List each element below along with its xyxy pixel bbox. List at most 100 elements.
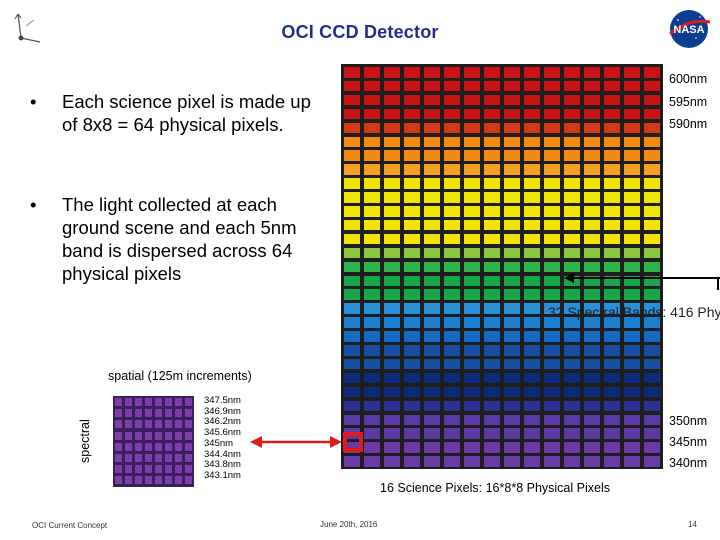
science-pixel: [584, 289, 600, 300]
science-pixel: [504, 219, 520, 231]
physical-pixel: [115, 465, 122, 474]
science-pixel: [504, 303, 520, 314]
physical-pixel: [165, 409, 172, 418]
science-pixel: [564, 261, 580, 273]
physical-pixel: [145, 409, 152, 418]
science-pixel: [364, 331, 380, 342]
science-pixel: [524, 206, 540, 217]
science-pixel: [464, 456, 480, 467]
science-pixel: [484, 414, 500, 425]
science-pixel: [484, 219, 500, 231]
physical-pixel: [115, 409, 122, 418]
science-pixel: [444, 386, 460, 398]
science-pixel: [404, 206, 420, 217]
science-pixel: [464, 206, 480, 217]
science-pixel: [404, 122, 420, 134]
science-pixel: [564, 233, 580, 245]
physical-pixel: [175, 420, 182, 429]
science-pixel: [644, 345, 660, 356]
science-pixel: [524, 136, 540, 147]
science-pixel: [444, 67, 460, 78]
science-pixel: [644, 94, 660, 106]
science-pixel: [364, 275, 380, 286]
science-pixel: [544, 331, 560, 342]
science-pixel: [464, 317, 480, 328]
science-pixel: [364, 94, 380, 106]
science-pixel: [584, 233, 600, 245]
science-pixel: [544, 108, 560, 120]
science-pixel: [564, 456, 580, 467]
physical-pixel: [185, 420, 192, 429]
science-pixel: [464, 442, 480, 453]
science-pixel: [644, 372, 660, 384]
physical-pixel: [155, 465, 162, 474]
science-pixel: [564, 386, 580, 398]
science-pixel: [464, 428, 480, 439]
wavelength-label: 600nm: [669, 72, 708, 86]
physical-pixel: [175, 442, 182, 451]
science-pixel: [604, 414, 620, 425]
mini-wavelength: 347.5nm: [204, 395, 241, 406]
physical-pixel: [135, 409, 142, 418]
science-pixel: [404, 400, 420, 412]
science-pixel: [584, 108, 600, 120]
science-pixel: [584, 358, 600, 370]
science-pixel: [584, 275, 600, 286]
science-pixel: [444, 247, 460, 259]
science-pixel: [444, 94, 460, 106]
wavelength-label: 340nm: [669, 456, 708, 470]
science-pixel: [384, 456, 400, 467]
physical-pixel: [165, 431, 172, 440]
science-pixel: [524, 372, 540, 384]
science-pixel: [624, 400, 640, 412]
science-pixel: [464, 67, 480, 78]
science-pixel: [644, 303, 660, 314]
science-pixel: [364, 136, 380, 147]
science-pixel: [644, 289, 660, 300]
science-pixel: [624, 136, 640, 147]
science-pixel: [544, 192, 560, 203]
science-pixel: [444, 261, 460, 273]
physical-pixel: [155, 431, 162, 440]
science-pixel: [384, 178, 400, 189]
science-pixel: [604, 233, 620, 245]
science-pixel: [464, 94, 480, 106]
physical-pixel: [115, 442, 122, 451]
science-pixel: [424, 289, 440, 300]
science-pixel: [604, 317, 620, 328]
science-pixel: [644, 414, 660, 425]
physical-pixel: [115, 476, 122, 485]
science-pixel: [564, 442, 580, 453]
science-pixel: [564, 192, 580, 203]
science-pixel: [584, 136, 600, 147]
science-pixel: [444, 442, 460, 453]
science-pixel: [384, 164, 400, 175]
science-pixel: [604, 345, 620, 356]
science-pixel: [644, 400, 660, 412]
science-pixel: [404, 289, 420, 300]
science-pixel: [584, 317, 600, 328]
science-pixel: [484, 386, 500, 398]
science-pixel: [564, 247, 580, 259]
science-pixel: [544, 400, 560, 412]
science-pixel: [384, 317, 400, 328]
science-pixel: [504, 178, 520, 189]
science-pixel: [344, 345, 360, 356]
science-pixel: [604, 331, 620, 342]
science-pixel: [564, 150, 580, 161]
science-pixel: [484, 164, 500, 175]
science-pixel: [544, 94, 560, 106]
science-pixel: [544, 122, 560, 134]
science-pixel: [604, 261, 620, 273]
science-pixel: [404, 275, 420, 286]
science-pixel: [344, 303, 360, 314]
science-pixel: [364, 219, 380, 231]
spatial-axis-label: spatial (125m increments): [108, 369, 252, 383]
physical-pixel: [175, 454, 182, 462]
wavelength-label: 590nm: [669, 117, 708, 131]
science-pixel: [364, 108, 380, 120]
science-pixel: [564, 206, 580, 217]
physical-pixel: [145, 398, 152, 406]
science-pixel: [464, 400, 480, 412]
science-pixel: [584, 428, 600, 439]
